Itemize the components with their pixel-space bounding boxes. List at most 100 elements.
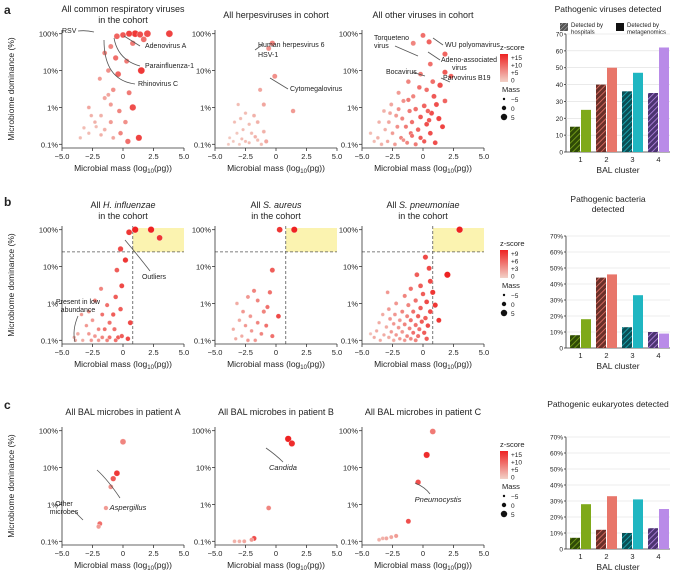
label-aspergillus: Aspergillus: [109, 503, 147, 512]
data-point: [389, 329, 394, 334]
mass-legend-dot: [500, 510, 508, 518]
y-tick-label: 0.1%: [194, 336, 211, 345]
label-aav: Adeno-associated: [441, 57, 497, 64]
data-point: [384, 324, 389, 330]
y-tick-label: 0.1%: [341, 140, 358, 149]
zscore-tick-label: +3: [511, 266, 519, 273]
x-tick-label: −5.0: [355, 549, 370, 558]
zscore-legend-title: z-score: [500, 440, 525, 449]
legend-swatch-metagenomics: [616, 23, 624, 31]
data-point: [380, 536, 385, 541]
mass-tick-label: 0: [511, 503, 515, 510]
data-point: [272, 73, 278, 80]
x-tick-label: 0: [121, 348, 125, 357]
scatter-title: All other viruses in cohort: [372, 10, 474, 20]
bar-y-tick-label: 70: [556, 32, 564, 39]
data-point: [127, 319, 134, 326]
annotation-connector: [414, 482, 431, 495]
x-tick-label: −2.5: [385, 549, 400, 558]
data-point: [90, 318, 95, 323]
data-point: [237, 142, 242, 147]
zscore-tick-label: 0: [511, 475, 515, 482]
data-point: [92, 298, 98, 303]
data-point: [97, 76, 103, 82]
data-point: [232, 539, 237, 544]
data-point: [377, 120, 382, 125]
data-point: [249, 328, 254, 333]
data-point: [113, 33, 121, 40]
bar-y-tick-label: 10: [556, 133, 564, 140]
bar-y-tick-label: 0: [559, 547, 563, 554]
x-axis-label: Microbial mass (log10(pg)): [74, 560, 172, 572]
data-point: [86, 331, 91, 336]
data-point: [117, 246, 124, 252]
data-point: [238, 116, 243, 121]
data-point: [413, 298, 419, 303]
data-point: [98, 132, 104, 137]
data-point: [112, 54, 119, 61]
mass-legend-dot: [501, 502, 507, 508]
y-tick-label: 100%: [192, 30, 212, 39]
mass-tick-label: 0: [511, 302, 515, 309]
data-point: [409, 133, 415, 139]
x-tick-label: −2.5: [238, 152, 253, 161]
mass-tick-label: 5: [511, 512, 515, 519]
data-point: [368, 331, 373, 336]
data-point: [390, 131, 395, 136]
bar-y-tick-label: 40: [556, 82, 564, 89]
data-point: [242, 539, 247, 544]
zscore-colorbar: [500, 54, 508, 82]
y-tick-label: 10%: [196, 263, 211, 272]
data-point: [255, 298, 260, 303]
data-point: [240, 309, 246, 314]
data-point: [255, 119, 260, 125]
data-point: [405, 518, 412, 525]
bar-y-tick-label: 20: [556, 116, 564, 123]
label-hsv1: HSV-1: [258, 52, 278, 59]
bar-y-tick-label: 10%: [550, 531, 563, 538]
data-point: [427, 308, 433, 315]
bar-hospital: [570, 537, 580, 549]
data-point: [239, 137, 244, 141]
label-boca: Bocavirus: [386, 69, 417, 76]
data-point: [407, 326, 412, 331]
bar-panel-title-line2: detected: [592, 204, 625, 214]
data-point: [399, 116, 405, 121]
data-point: [386, 335, 391, 340]
data-point: [395, 124, 400, 129]
y-tick-label: 0.1%: [194, 537, 211, 546]
data-point: [290, 226, 298, 234]
mass-legend-dot: [500, 309, 508, 317]
data-point: [104, 338, 110, 343]
data-point: [110, 475, 117, 482]
data-point: [393, 533, 399, 539]
data-point: [401, 137, 406, 143]
y-tick-label: 1%: [347, 500, 358, 509]
y-tick-label: 0.1%: [41, 336, 58, 345]
bar-category-label: 4: [656, 155, 660, 164]
scatter-title: All S. pneumoniae: [386, 200, 459, 210]
mass-tick-label: 5: [511, 311, 515, 318]
data-point: [430, 79, 436, 85]
x-tick-label: 5.0: [332, 348, 342, 357]
zscore-tick-label: +6: [511, 259, 519, 266]
x-axis-label: Microbial mass (log10(pg)): [74, 359, 172, 371]
x-tick-label: −5.0: [208, 549, 223, 558]
zscore-colorbar: [500, 451, 508, 479]
data-point: [94, 124, 99, 129]
data-point: [419, 319, 425, 325]
x-tick-label: 2.5: [448, 152, 458, 161]
x-tick-label: 0: [274, 348, 278, 357]
bar-category-label: 3: [630, 351, 634, 360]
annotation-connector: [73, 510, 84, 521]
bar-y-tick-label: 40%: [550, 483, 563, 490]
x-tick-label: 5.0: [179, 549, 189, 558]
data-point: [108, 102, 114, 107]
data-point: [247, 140, 252, 145]
data-point: [129, 103, 137, 111]
bar-metagenomics: [633, 72, 643, 152]
y-axis-label: Microbiome dominance (%): [6, 434, 16, 538]
y-tick-label: 100%: [39, 427, 59, 436]
data-point: [261, 102, 267, 107]
bar-y-tick-label: 60%: [550, 451, 563, 458]
